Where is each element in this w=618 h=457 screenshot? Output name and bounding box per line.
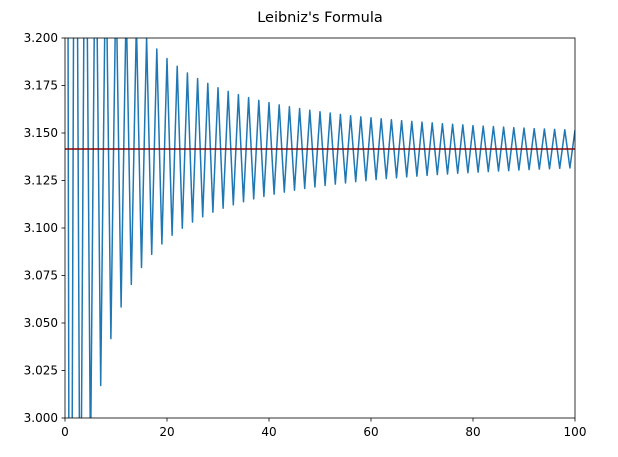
x-tick-label: 60 — [363, 425, 378, 439]
y-tick-label: 3.125 — [24, 174, 58, 188]
data-line — [67, 38, 575, 418]
x-tick-label: 0 — [61, 425, 69, 439]
axes-frame — [64, 37, 576, 419]
x-tick-label: 80 — [465, 425, 480, 439]
x-tick-label: 100 — [564, 425, 587, 439]
y-tick-label: 3.025 — [24, 364, 58, 378]
x-tick-label: 20 — [159, 425, 174, 439]
x-tick-label: 40 — [261, 425, 276, 439]
plot-area — [65, 38, 575, 418]
y-tick-label: 3.050 — [24, 316, 58, 330]
y-tick-label: 3.200 — [24, 31, 58, 45]
y-tick-label: 3.075 — [24, 269, 58, 283]
y-tick-label: 3.100 — [24, 221, 58, 235]
chart-title: Leibniz's Formula — [257, 10, 383, 26]
y-tick-label: 3.175 — [24, 79, 58, 93]
y-tick-label: 3.000 — [24, 411, 58, 425]
y-tick-label: 3.150 — [24, 126, 58, 140]
